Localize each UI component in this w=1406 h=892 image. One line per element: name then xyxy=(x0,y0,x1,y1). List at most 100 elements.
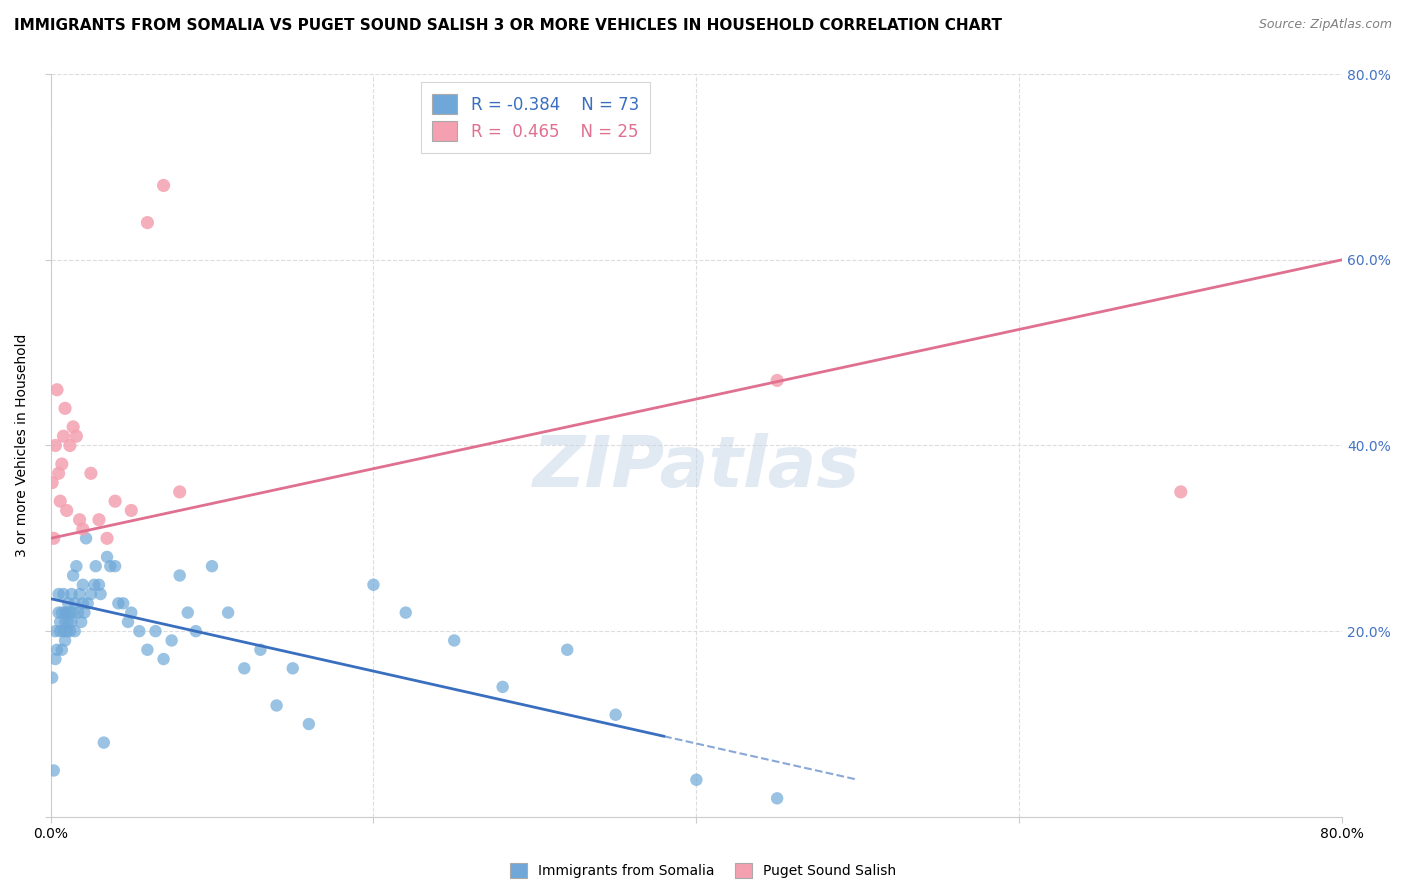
Point xyxy=(65,429,87,443)
Point xyxy=(169,568,191,582)
Point xyxy=(80,587,103,601)
Point xyxy=(363,578,385,592)
Point xyxy=(233,661,256,675)
Point xyxy=(42,532,65,546)
Point xyxy=(685,772,707,787)
Point xyxy=(766,791,789,805)
Point xyxy=(55,606,77,620)
Point xyxy=(53,401,76,416)
Point xyxy=(491,680,513,694)
Point xyxy=(72,596,94,610)
Point xyxy=(73,606,96,620)
Point xyxy=(60,587,83,601)
Point xyxy=(87,578,110,592)
Point xyxy=(72,522,94,536)
Point xyxy=(90,587,112,601)
Point xyxy=(44,652,66,666)
Point xyxy=(96,549,118,564)
Point xyxy=(98,559,121,574)
Point xyxy=(96,532,118,546)
Point xyxy=(51,606,73,620)
Point xyxy=(80,467,103,481)
Point xyxy=(65,559,87,574)
Point xyxy=(58,615,80,629)
Text: ZIPatlas: ZIPatlas xyxy=(533,434,860,502)
Point xyxy=(145,624,167,639)
Point xyxy=(60,615,83,629)
Point xyxy=(281,661,304,675)
Point xyxy=(201,559,224,574)
Point xyxy=(117,615,139,629)
Point xyxy=(104,559,127,574)
Point xyxy=(136,642,159,657)
Point xyxy=(59,624,82,639)
Point xyxy=(217,606,239,620)
Point xyxy=(443,633,465,648)
Point xyxy=(177,606,200,620)
Point xyxy=(58,596,80,610)
Point xyxy=(76,596,98,610)
Point xyxy=(44,438,66,452)
Point xyxy=(52,624,75,639)
Point xyxy=(46,642,69,657)
Y-axis label: 3 or more Vehicles in Household: 3 or more Vehicles in Household xyxy=(15,334,30,558)
Point xyxy=(53,633,76,648)
Point xyxy=(160,633,183,648)
Point xyxy=(87,513,110,527)
Point xyxy=(53,615,76,629)
Point xyxy=(59,606,82,620)
Point xyxy=(107,596,129,610)
Point xyxy=(104,494,127,508)
Point xyxy=(49,494,72,508)
Point xyxy=(62,606,84,620)
Point xyxy=(605,707,627,722)
Point xyxy=(93,736,115,750)
Point xyxy=(66,606,89,620)
Point xyxy=(46,383,69,397)
Point xyxy=(112,596,135,610)
Point xyxy=(1170,484,1192,499)
Point xyxy=(48,467,70,481)
Point xyxy=(266,698,288,713)
Point xyxy=(395,606,418,620)
Point xyxy=(63,624,86,639)
Point xyxy=(69,513,91,527)
Point xyxy=(555,642,578,657)
Point xyxy=(51,457,73,471)
Point xyxy=(41,671,63,685)
Point xyxy=(184,624,207,639)
Point xyxy=(51,642,73,657)
Text: Source: ZipAtlas.com: Source: ZipAtlas.com xyxy=(1258,18,1392,31)
Point xyxy=(55,624,77,639)
Point xyxy=(169,484,191,499)
Point xyxy=(69,587,91,601)
Point xyxy=(84,559,107,574)
Point xyxy=(63,596,86,610)
Point xyxy=(42,764,65,778)
Point xyxy=(48,587,70,601)
Point xyxy=(62,420,84,434)
Text: IMMIGRANTS FROM SOMALIA VS PUGET SOUND SALISH 3 OR MORE VEHICLES IN HOUSEHOLD CO: IMMIGRANTS FROM SOMALIA VS PUGET SOUND S… xyxy=(14,18,1002,33)
Point xyxy=(152,178,174,193)
Point xyxy=(83,578,105,592)
Point xyxy=(62,568,84,582)
Point xyxy=(249,642,271,657)
Legend: Immigrants from Somalia, Puget Sound Salish: Immigrants from Somalia, Puget Sound Sal… xyxy=(503,856,903,885)
Point xyxy=(44,624,66,639)
Point xyxy=(53,606,76,620)
Point xyxy=(298,717,321,731)
Point xyxy=(49,624,72,639)
Point xyxy=(59,438,82,452)
Point xyxy=(766,374,789,388)
Point xyxy=(52,587,75,601)
Point xyxy=(55,503,77,517)
Point xyxy=(136,216,159,230)
Point xyxy=(128,624,150,639)
Point xyxy=(70,615,93,629)
Point xyxy=(52,429,75,443)
Point xyxy=(152,652,174,666)
Point xyxy=(49,615,72,629)
Point xyxy=(72,578,94,592)
Legend: R = -0.384    N = 73, R =  0.465    N = 25: R = -0.384 N = 73, R = 0.465 N = 25 xyxy=(420,82,651,153)
Point xyxy=(75,532,97,546)
